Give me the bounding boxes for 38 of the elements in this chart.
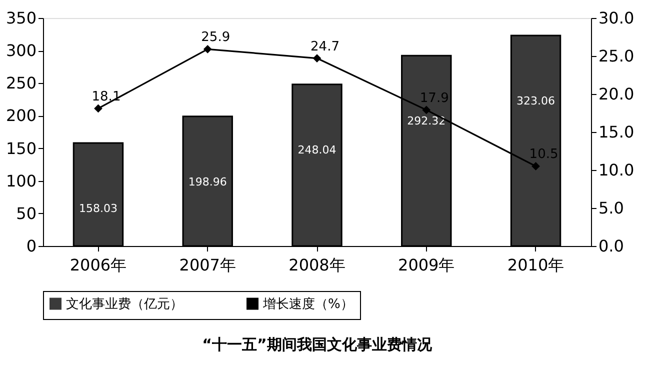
point [422, 106, 431, 114]
x-tick-label: 2010年 [507, 256, 564, 274]
y-tick-label: 100 [6, 171, 36, 190]
point [532, 162, 540, 170]
y-tick-label: 150 [6, 138, 36, 158]
y2-tick-label: 20.0 [598, 84, 634, 104]
data-label: 25.9 [201, 30, 230, 46]
y-tick-label: 200 [6, 106, 36, 126]
point [312, 54, 322, 62]
point [94, 104, 102, 113]
data-label: 323.06 [516, 94, 556, 108]
data-label: 248.04 [298, 143, 336, 156]
data-label: 24.7 [310, 39, 340, 54]
x-tick-label: 2006年 [70, 256, 127, 274]
y-tick-label: 0 [26, 236, 36, 256]
data-label: 10.5 [529, 147, 558, 162]
point [203, 44, 212, 54]
y-tick-label: 50 [16, 204, 36, 223]
data-label: 292.32 [407, 114, 446, 128]
data-label: 198.96 [188, 175, 227, 188]
y2-tick-label: 15.0 [598, 122, 634, 142]
y2-tick-label: 10.0 [598, 160, 634, 180]
data-label: 17.9 [420, 90, 449, 106]
data-label: 18.1 [92, 89, 121, 104]
x-tick-label: 2008年 [288, 256, 346, 274]
x-tick-label: 2007年 [179, 256, 236, 274]
y2-tick-label: 30.0 [598, 8, 634, 28]
x-tick-label: 2009年 [398, 256, 455, 274]
y2-tick-label: 25.0 [598, 46, 634, 66]
y-tick-label: 250 [6, 74, 36, 93]
legend-label: 增长速度（%） [262, 296, 354, 312]
y2-tick-label: 5.0 [598, 198, 624, 218]
y-tick-label: 300 [6, 41, 36, 60]
y2-tick-label: 0.0 [598, 236, 624, 256]
text: “十一五”期间我国文化事业费情况 [202, 336, 433, 354]
legend-label: 文化事业费（亿元） [66, 296, 183, 312]
y-tick-label: 350 [6, 8, 36, 28]
data-label: 158.03 [78, 202, 118, 216]
